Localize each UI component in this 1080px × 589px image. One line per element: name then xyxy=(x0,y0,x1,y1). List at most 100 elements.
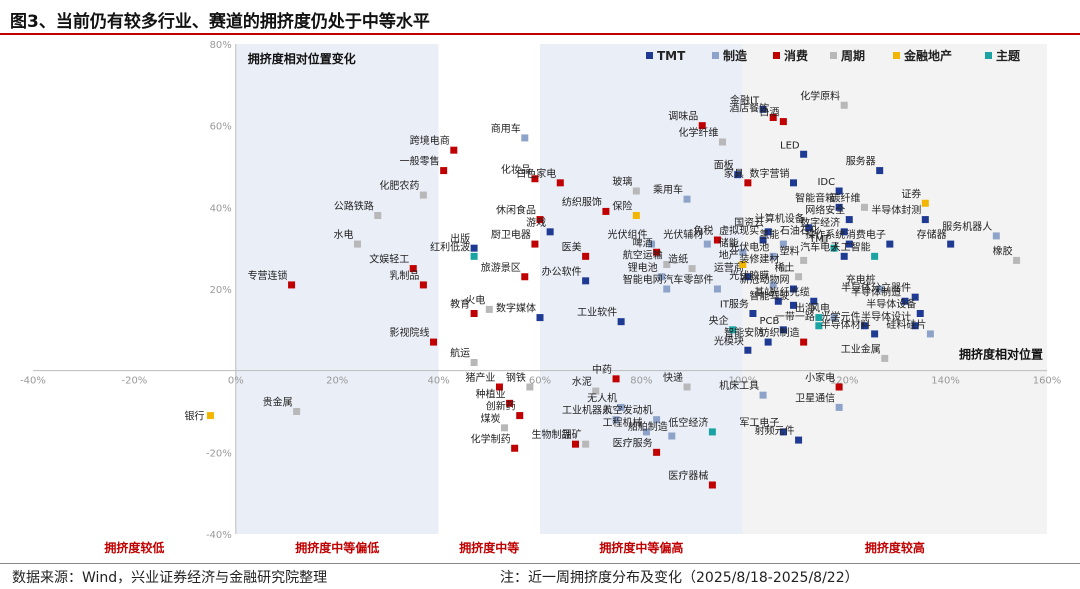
point-marker xyxy=(430,338,438,346)
point-label: 消费电子 xyxy=(846,228,886,241)
x-tick-label: -20% xyxy=(121,376,147,387)
zone-band xyxy=(235,44,439,534)
point-marker xyxy=(739,248,747,256)
zone-label: 拥挤度中等偏高 xyxy=(599,540,683,555)
point-marker xyxy=(470,252,478,260)
point-marker xyxy=(1013,256,1021,264)
point-marker xyxy=(582,277,590,285)
point-label: 石油石化 xyxy=(780,224,820,237)
point-marker xyxy=(815,322,823,330)
point-label: 储能 xyxy=(719,236,739,249)
point-label: 公路铁路 xyxy=(334,200,374,213)
point-label: TMT xyxy=(808,234,831,245)
point-label: 猪产业 xyxy=(465,371,495,384)
point-marker xyxy=(450,146,458,154)
point-label: 半导体设计 xyxy=(861,310,911,323)
legend-entry: TMT xyxy=(657,49,686,63)
point-label: 智能电网 xyxy=(623,273,663,286)
point-marker xyxy=(602,207,610,215)
point-label: 锂电池 xyxy=(628,261,658,274)
point-marker xyxy=(612,375,620,383)
point-marker xyxy=(642,428,650,436)
point-label: 跨境电商 xyxy=(410,134,450,147)
point-label: 酒店餐饮 xyxy=(729,102,769,115)
point-marker xyxy=(815,314,823,322)
point-marker xyxy=(830,314,838,322)
point-label: 化学制药 xyxy=(471,432,511,445)
point-label: 煤炭 xyxy=(481,412,501,425)
point-marker xyxy=(592,387,600,395)
point-marker xyxy=(612,416,620,424)
point-marker xyxy=(648,240,656,248)
point-label: 智能安防 xyxy=(724,326,764,339)
point-marker xyxy=(556,179,564,187)
point-marker xyxy=(688,265,696,273)
point-marker xyxy=(759,391,767,399)
point-marker xyxy=(506,399,514,407)
point-marker xyxy=(516,412,524,420)
point-marker xyxy=(840,101,848,109)
point-label: 半导体制造 xyxy=(851,285,901,298)
point-marker xyxy=(744,273,752,281)
point-label: 纺织服饰 xyxy=(562,195,602,208)
point-marker xyxy=(871,252,879,260)
point-label: IDC xyxy=(817,177,835,188)
point-label: 工业软件 xyxy=(577,306,617,319)
point-marker xyxy=(521,134,529,142)
y-tick-label: 40% xyxy=(210,203,232,214)
point-marker xyxy=(992,232,1000,240)
x-tick-label: 40% xyxy=(427,376,449,387)
point-marker xyxy=(769,281,777,289)
point-label: 半导体材料 xyxy=(821,318,871,331)
point-label: 化妆品 xyxy=(501,163,531,176)
point-label: 出海 xyxy=(795,302,815,315)
point-label: 稀土 xyxy=(775,261,795,274)
point-label: LED xyxy=(780,140,800,151)
zone-bands: 拥挤度中等偏低 拥挤度中等 拥挤度中等偏高 拥挤度较高 拥挤度较低 xyxy=(104,44,1047,555)
legend-entry: 周期 xyxy=(841,48,865,63)
x-tick-label: 0% xyxy=(228,376,244,387)
point-label: 航运 xyxy=(450,347,470,360)
point-label: 虚拟现实 xyxy=(719,224,759,237)
point-marker xyxy=(206,412,214,420)
legend-swatch xyxy=(773,52,780,59)
point-label: 无人机 xyxy=(587,391,617,404)
point-label: 国资云 xyxy=(734,217,764,229)
legend-entry: 主题 xyxy=(996,48,1021,63)
point-label: 半导体分立器件 xyxy=(841,281,911,294)
point-marker xyxy=(495,383,503,391)
point-label: 啤酒 xyxy=(633,237,653,249)
point-marker xyxy=(440,167,448,175)
point-label: 造纸 xyxy=(668,253,688,266)
point-label: 光伏辅材 xyxy=(663,228,703,241)
x-tick-label: 120% xyxy=(830,376,859,387)
legend-swatch xyxy=(646,52,653,59)
point-marker xyxy=(779,118,787,126)
point-label: 创新药 xyxy=(486,400,516,413)
point-label: 光模块 xyxy=(714,334,744,347)
point-label: 半导体设备 xyxy=(866,298,916,311)
point-label: 光纤光缆 xyxy=(770,285,810,298)
point-label: 机床工具 xyxy=(719,379,759,392)
point-label: 运营商 xyxy=(714,261,744,274)
point-marker xyxy=(795,436,803,444)
point-label: 半导体封测 xyxy=(871,204,921,217)
point-label: 化学纤维 xyxy=(679,126,719,139)
point-marker xyxy=(582,252,590,260)
point-label: 火电 xyxy=(465,293,485,306)
point-marker xyxy=(876,285,884,293)
point-marker xyxy=(470,310,478,317)
point-marker xyxy=(749,310,757,317)
point-marker xyxy=(886,240,894,248)
y-tick-label: -20% xyxy=(206,448,232,459)
point-label: 汽车电子 xyxy=(800,240,840,253)
point-label: 化学原料 xyxy=(800,89,840,102)
point-marker xyxy=(759,236,767,244)
point-label: 军工电子 xyxy=(739,416,779,429)
x-tick-label: 140% xyxy=(931,376,960,387)
x-tick-label: 20% xyxy=(326,376,348,387)
point-marker xyxy=(582,440,590,448)
point-marker xyxy=(759,105,767,113)
point-marker xyxy=(921,216,929,224)
point-marker xyxy=(835,403,843,411)
